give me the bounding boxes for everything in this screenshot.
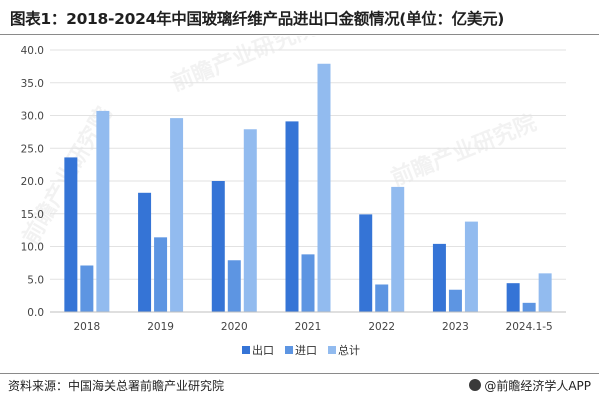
brand-credit-text: @前瞻经济学人APP bbox=[484, 379, 591, 393]
y-tick-label: 0.0 bbox=[27, 307, 44, 319]
legend-swatch bbox=[242, 346, 250, 354]
bar bbox=[301, 254, 315, 312]
y-tick-label: 25.0 bbox=[21, 143, 44, 155]
bar bbox=[243, 129, 257, 312]
y-axis: 0.0 5.0 10.0 15.0 20.0 25.0 30.0 35.0 40.0 bbox=[21, 45, 566, 319]
title-divider bbox=[0, 34, 599, 35]
bar bbox=[391, 186, 405, 312]
bar bbox=[375, 284, 389, 312]
bar bbox=[432, 243, 446, 312]
page-title: 图表1：2018-2024年中国玻璃纤维产品进出口金额情况(单位：亿美元) bbox=[10, 10, 505, 28]
brand-logo-icon bbox=[469, 379, 482, 391]
bar bbox=[154, 237, 168, 312]
brand-credit: @前瞻经济学人APP bbox=[469, 376, 591, 396]
bar bbox=[538, 273, 552, 312]
y-tick-label: 35.0 bbox=[21, 78, 44, 90]
legend-label: 总计 bbox=[338, 343, 360, 357]
y-tick-label: 15.0 bbox=[21, 209, 44, 221]
y-tick-label: 20.0 bbox=[21, 176, 44, 188]
watermark-layer: 前瞻产业研究院前瞻产业研究院前瞻产业研究院 bbox=[18, 36, 540, 249]
bar bbox=[448, 289, 462, 312]
x-tick-label: 2021 bbox=[295, 321, 322, 333]
bar bbox=[64, 157, 78, 312]
bar bbox=[227, 260, 241, 312]
watermark-text: 前瞻产业研究院 bbox=[168, 36, 321, 97]
x-axis: 2018 2019 2020 2021 2022 2023 2024.1-5 bbox=[73, 321, 552, 333]
bar-chart: 前瞻产业研究院前瞻产业研究院前瞻产业研究院 0.05.010.015.020.0… bbox=[18, 36, 566, 357]
y-tick-label: 40.0 bbox=[21, 45, 44, 57]
legend-label: 出口 bbox=[252, 343, 274, 357]
bar bbox=[359, 214, 373, 312]
x-tick-label: 2018 bbox=[73, 321, 100, 333]
y-tick-label: 5.0 bbox=[27, 274, 44, 286]
footer-divider bbox=[0, 373, 599, 374]
bar bbox=[170, 118, 184, 313]
x-tick-label: 2022 bbox=[368, 321, 395, 333]
source-note: 资料来源：中国海关总署前瞻产业研究院 bbox=[8, 379, 225, 393]
bar bbox=[464, 221, 478, 312]
x-tick-label: 2019 bbox=[147, 321, 174, 333]
watermark-text: 前瞻产业研究院 bbox=[388, 110, 541, 192]
x-tick-label: 2020 bbox=[221, 321, 248, 333]
legend: 出口 进口 总计 bbox=[242, 343, 360, 357]
bar bbox=[211, 181, 225, 312]
legend-swatch bbox=[285, 346, 293, 354]
y-tick-label: 10.0 bbox=[21, 242, 44, 254]
bar bbox=[96, 110, 110, 312]
bar bbox=[506, 283, 520, 312]
x-tick-label: 2024.1-5 bbox=[506, 321, 553, 333]
legend-swatch bbox=[328, 346, 336, 354]
x-tick-label: 2023 bbox=[442, 321, 469, 333]
bars-layer bbox=[64, 63, 552, 313]
bar bbox=[138, 192, 152, 312]
y-tick-label: 30.0 bbox=[21, 111, 44, 123]
grid-lines bbox=[50, 49, 566, 280]
bar bbox=[80, 265, 94, 312]
bar bbox=[522, 302, 536, 312]
bar bbox=[317, 63, 331, 312]
bar bbox=[285, 121, 299, 313]
legend-label: 进口 bbox=[295, 344, 317, 357]
